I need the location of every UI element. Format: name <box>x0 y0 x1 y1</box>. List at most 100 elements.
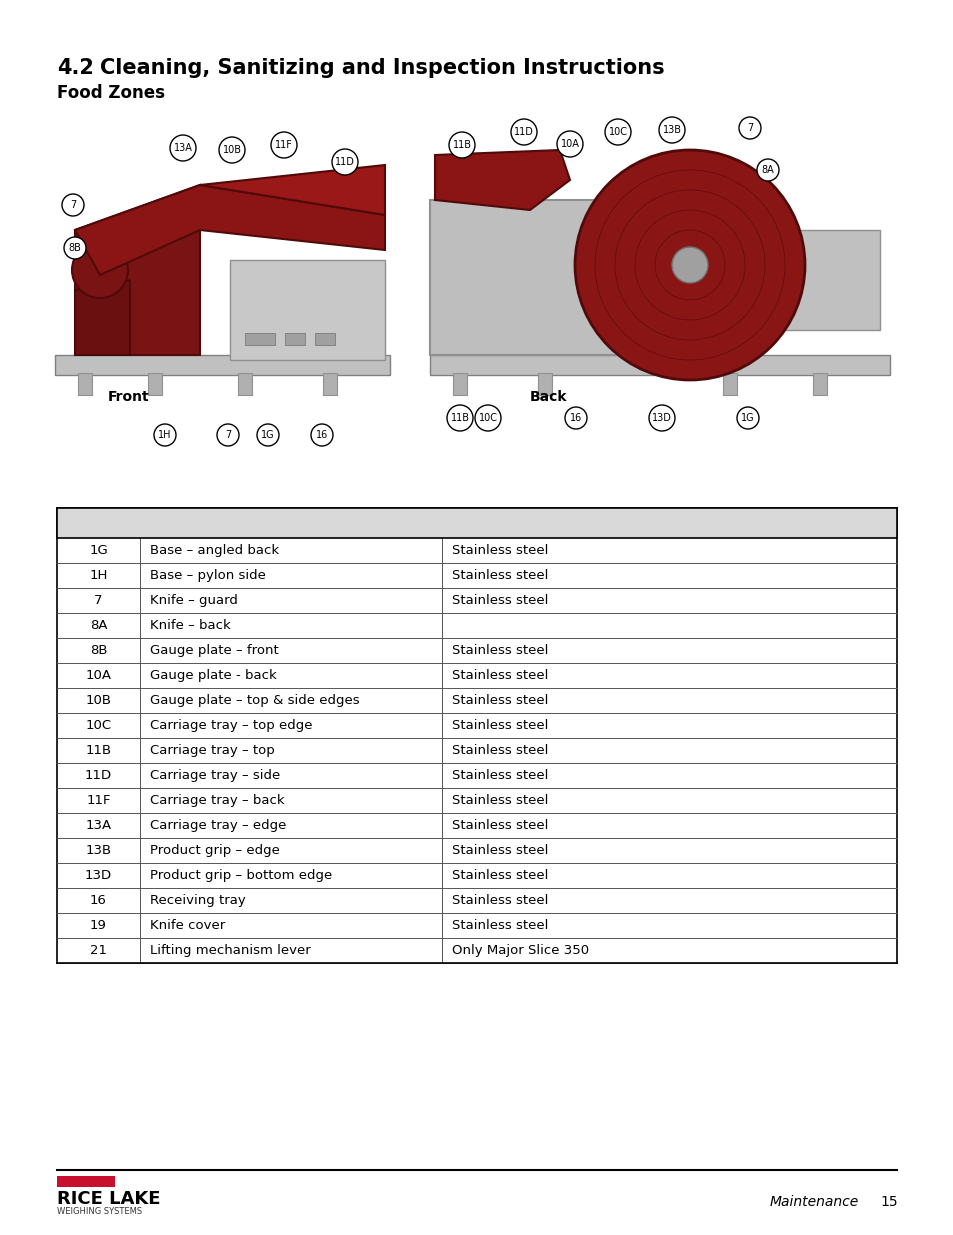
Circle shape <box>170 135 195 161</box>
Text: 13B: 13B <box>661 125 680 135</box>
Text: 10B: 10B <box>86 694 112 706</box>
Text: 7: 7 <box>746 124 752 133</box>
Text: Stainless steel: Stainless steel <box>452 794 548 806</box>
Text: Stainless steel: Stainless steel <box>452 569 548 582</box>
Text: 11D: 11D <box>85 769 112 782</box>
Text: Stainless steel: Stainless steel <box>452 743 548 757</box>
Text: 1G: 1G <box>261 430 274 440</box>
Polygon shape <box>75 280 130 354</box>
Text: Stainless steel: Stainless steel <box>452 894 548 906</box>
Text: 10C: 10C <box>478 412 497 424</box>
Circle shape <box>739 117 760 140</box>
Circle shape <box>564 408 586 429</box>
Text: Stainless steel: Stainless steel <box>452 919 548 932</box>
Text: Carriage tray – top: Carriage tray – top <box>150 743 274 757</box>
Circle shape <box>332 149 357 175</box>
Text: 8B: 8B <box>69 243 81 253</box>
Text: Label: Label <box>77 517 119 531</box>
Bar <box>237 373 252 395</box>
Text: 1H: 1H <box>158 430 172 440</box>
Bar <box>148 373 162 395</box>
Text: Carriage tray – top edge: Carriage tray – top edge <box>150 719 313 732</box>
Circle shape <box>511 119 537 144</box>
Text: 11D: 11D <box>335 157 355 167</box>
Text: Carriage tray – edge: Carriage tray – edge <box>150 819 286 832</box>
Circle shape <box>604 119 630 144</box>
Text: Carriage tray – back: Carriage tray – back <box>150 794 284 806</box>
Text: Front: Front <box>108 390 150 404</box>
Text: Product grip – bottom edge: Product grip – bottom edge <box>150 869 332 882</box>
Text: 8B: 8B <box>90 643 107 657</box>
Text: 10C: 10C <box>86 719 112 732</box>
Text: 13A: 13A <box>173 143 193 153</box>
Circle shape <box>557 131 582 157</box>
Circle shape <box>757 159 779 182</box>
Text: 10A: 10A <box>86 669 112 682</box>
Text: Gauge plate - back: Gauge plate - back <box>150 669 276 682</box>
Circle shape <box>216 424 239 446</box>
Text: 8A: 8A <box>90 619 107 632</box>
Circle shape <box>62 194 84 216</box>
Circle shape <box>271 132 296 158</box>
Circle shape <box>449 132 475 158</box>
Text: 1G: 1G <box>89 543 108 557</box>
Polygon shape <box>435 149 569 210</box>
Bar <box>245 333 274 345</box>
Text: 11F: 11F <box>274 140 293 149</box>
Text: 16: 16 <box>569 412 581 424</box>
Circle shape <box>153 424 175 446</box>
Text: Maintenance: Maintenance <box>769 1195 859 1209</box>
Text: Remarks: Remarks <box>635 517 703 531</box>
Text: Only Major Slice 350: Only Major Slice 350 <box>452 944 589 957</box>
Bar <box>722 373 737 395</box>
Text: Knife cover: Knife cover <box>150 919 225 932</box>
Bar <box>812 373 826 395</box>
Text: 7: 7 <box>225 430 231 440</box>
Text: Stainless steel: Stainless steel <box>452 844 548 857</box>
Text: Stainless steel: Stainless steel <box>452 769 548 782</box>
Text: 16: 16 <box>90 894 107 906</box>
Text: Gauge plate – front: Gauge plate – front <box>150 643 278 657</box>
Circle shape <box>648 405 675 431</box>
Text: 8A: 8A <box>760 165 774 175</box>
Circle shape <box>311 424 333 446</box>
Text: Base – pylon side: Base – pylon side <box>150 569 266 582</box>
Text: 7: 7 <box>94 594 103 606</box>
Text: 1H: 1H <box>90 569 108 582</box>
Circle shape <box>659 117 684 143</box>
Circle shape <box>64 237 86 259</box>
Text: RICE LAKE: RICE LAKE <box>57 1191 160 1208</box>
Polygon shape <box>75 185 385 275</box>
Text: Carriage tray – side: Carriage tray – side <box>150 769 280 782</box>
Polygon shape <box>430 354 889 375</box>
Text: 10A: 10A <box>560 140 578 149</box>
Text: Stainless steel: Stainless steel <box>452 719 548 732</box>
Text: 7: 7 <box>70 200 76 210</box>
Text: 21: 21 <box>90 944 107 957</box>
Bar <box>453 373 467 395</box>
Text: Stainless steel: Stainless steel <box>452 819 548 832</box>
Bar <box>314 333 335 345</box>
Circle shape <box>71 242 128 298</box>
Bar <box>57 508 896 538</box>
Circle shape <box>475 405 500 431</box>
Polygon shape <box>200 165 385 215</box>
Text: Description: Description <box>246 517 335 531</box>
Text: Gauge plate – top & side edges: Gauge plate – top & side edges <box>150 694 359 706</box>
Circle shape <box>575 149 804 380</box>
Text: Knife – back: Knife – back <box>150 619 231 632</box>
Text: 13A: 13A <box>86 819 112 832</box>
Text: 15: 15 <box>879 1195 897 1209</box>
Text: Food Zones: Food Zones <box>57 84 165 103</box>
Text: 13D: 13D <box>652 412 671 424</box>
Circle shape <box>256 424 278 446</box>
Bar <box>323 373 336 395</box>
Text: Stainless steel: Stainless steel <box>452 594 548 606</box>
Text: Stainless steel: Stainless steel <box>452 869 548 882</box>
Text: Lifting mechanism lever: Lifting mechanism lever <box>150 944 311 957</box>
Circle shape <box>447 405 473 431</box>
Bar <box>749 230 879 330</box>
Text: Base – angled back: Base – angled back <box>150 543 279 557</box>
Bar <box>537 373 552 395</box>
Text: Stainless steel: Stainless steel <box>452 694 548 706</box>
